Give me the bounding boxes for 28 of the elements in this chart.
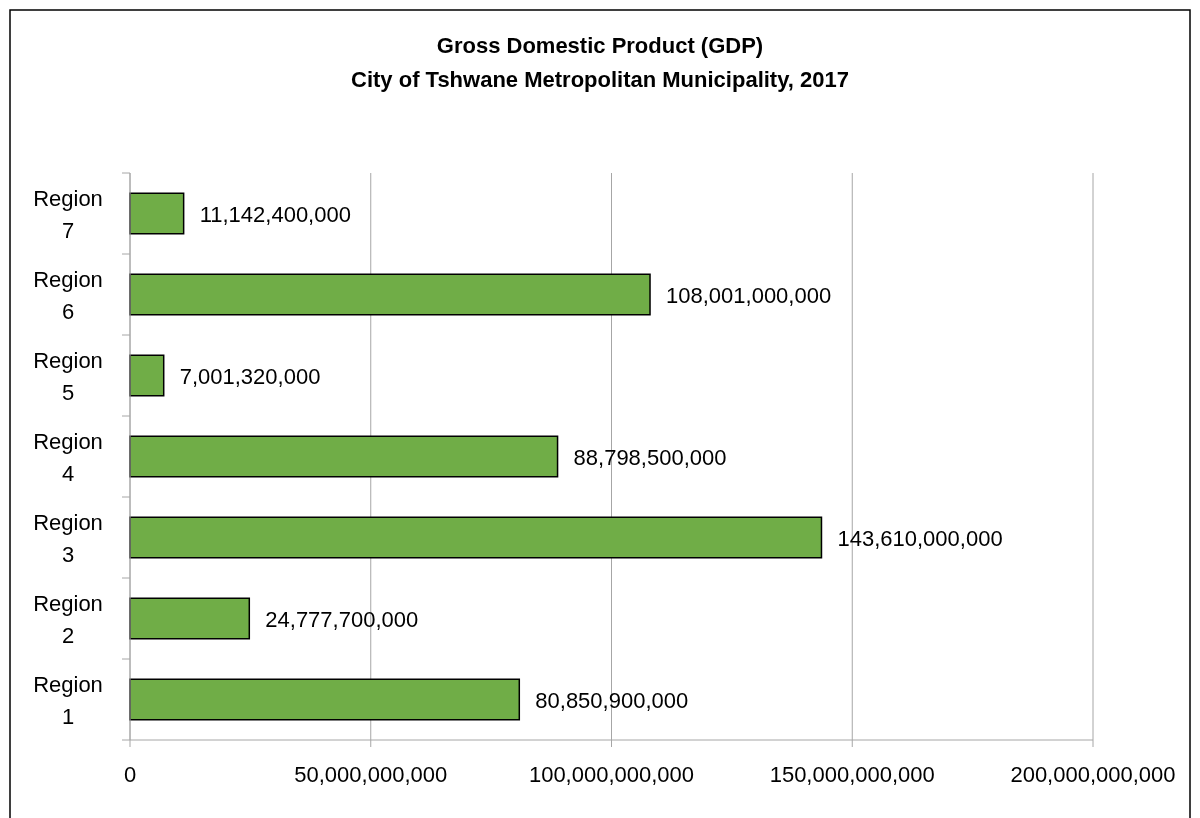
chart-title: Gross Domestic Product (GDP)	[436, 33, 764, 58]
bar	[129, 516, 823, 559]
data-label: 24,777,700,000	[265, 606, 419, 632]
data-label: 108,001,000,000	[666, 282, 832, 308]
bar	[129, 273, 651, 316]
data-label: 80,850,900,000	[535, 687, 689, 713]
data-label: 11,142,400,000	[199, 201, 351, 227]
data-label: 143,610,000,000	[837, 525, 1003, 551]
y-tick-label: Region 4	[33, 428, 103, 486]
x-tick-label: 50,000,000,000	[294, 762, 448, 787]
y-tick-label: Region 3	[33, 509, 103, 567]
y-tick-label: Region 1	[33, 671, 103, 729]
bar	[129, 678, 521, 721]
x-tick-label: 0	[123, 762, 137, 787]
data-label: 88,798,500,000	[573, 444, 727, 470]
x-tick-label: 100,000,000,000	[528, 762, 695, 787]
y-tick-label: Region 2	[33, 590, 103, 648]
x-tick-label: 150,000,000,000	[769, 762, 935, 787]
data-label: 7,001,320,000	[179, 363, 321, 389]
bar	[129, 354, 165, 397]
y-tick-label: Region 5	[33, 347, 103, 405]
bar	[129, 435, 559, 478]
y-tick-label: Region 6	[33, 266, 103, 324]
bar	[129, 597, 251, 640]
chart-subtitle: City of Tshwane Metropolitan Municipality, 2017	[351, 67, 849, 92]
bar	[129, 192, 185, 235]
y-tick-label: Region 7	[33, 185, 103, 243]
x-tick-label: 200,000,000,000	[1010, 762, 1176, 787]
